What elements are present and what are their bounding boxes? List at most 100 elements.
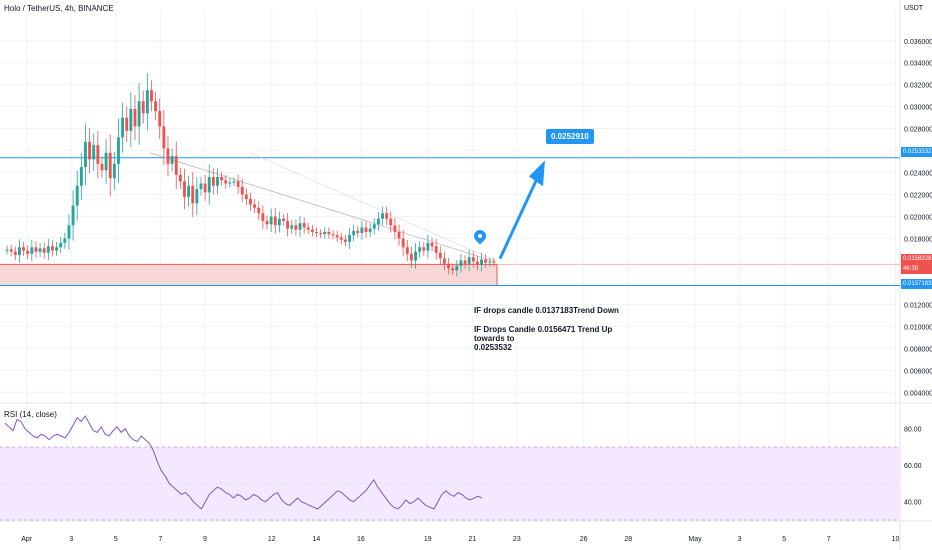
candle-body <box>220 176 224 181</box>
candle-body <box>13 251 17 255</box>
candle-body <box>282 218 285 221</box>
candle-body <box>302 223 306 228</box>
candle-body <box>104 152 108 171</box>
candle-body <box>150 90 153 102</box>
candle-body <box>381 213 384 219</box>
candle-body <box>170 156 174 164</box>
time-tick-label: 3 <box>69 536 73 543</box>
candle-body <box>75 185 79 206</box>
candle-body <box>55 247 59 251</box>
candle-body <box>22 247 26 251</box>
rsi-title: RSI (14, close) <box>4 410 57 419</box>
target-callout: 0.0252910 <box>546 129 594 144</box>
candle-body <box>9 249 13 252</box>
time-tick-label: 16 <box>357 536 365 543</box>
time-tick-label: 19 <box>424 536 432 543</box>
candle-body <box>368 228 372 232</box>
candle-body <box>414 251 417 261</box>
forecast-arrow-head <box>529 160 545 187</box>
annotation-down: IF drops candle 0.0137183Trend Down <box>474 306 619 315</box>
candle-body <box>471 257 475 262</box>
candle-body <box>253 204 257 208</box>
candle-body <box>96 145 100 164</box>
candle-body <box>389 218 393 226</box>
candle-body <box>463 260 467 264</box>
candle-body <box>236 181 240 187</box>
rsi-tick-label: 60.00 <box>904 463 922 470</box>
candle-body <box>158 111 162 127</box>
candle-body <box>451 268 455 271</box>
candle-body <box>195 189 199 204</box>
candle-body <box>409 253 413 261</box>
candle-body <box>240 186 244 195</box>
trendline <box>149 152 496 262</box>
trendline-2 <box>249 152 496 261</box>
candle-body <box>298 223 302 230</box>
time-tick-label: Apr <box>21 536 33 543</box>
rsi-tick-label: 40.00 <box>904 500 922 507</box>
candle-body <box>257 207 261 214</box>
candle-body <box>269 216 273 225</box>
forecast-arrow-shaft <box>498 173 541 260</box>
support-zone <box>0 264 497 286</box>
time-tick-label: 21 <box>468 536 476 543</box>
countdown-tag: 46:39 <box>901 264 932 274</box>
candle-body <box>42 248 46 253</box>
candle-body <box>488 261 492 263</box>
time-tick-label: 26 <box>580 536 588 543</box>
annotation-up-2: towards to <box>474 334 515 343</box>
time-tick-label: 3 <box>738 536 742 543</box>
candle-body <box>376 218 380 225</box>
candle-body <box>71 205 75 226</box>
candle-body <box>261 213 265 221</box>
candle-body <box>187 185 191 197</box>
candle-body <box>92 145 96 160</box>
candle-body <box>290 225 294 229</box>
candle-body <box>265 220 269 225</box>
candle-body <box>199 183 203 190</box>
chart-header: Holo / TetherUS, 4h, BINANCE <box>4 4 114 13</box>
candle-body <box>385 213 389 219</box>
candle-body <box>129 108 133 131</box>
candle-body <box>30 247 34 254</box>
candle-body <box>277 218 281 226</box>
rsi-tick-label: 80.00 <box>904 427 922 434</box>
candle-body <box>339 237 343 240</box>
candle-body <box>315 231 318 234</box>
candle-body <box>228 182 232 184</box>
candle-body <box>286 220 290 229</box>
candle-body <box>364 227 368 232</box>
candle-body <box>34 247 38 252</box>
price-tick-label: 0.0040000 <box>904 390 932 397</box>
current-price-tag: 0.0158328 <box>901 254 932 264</box>
candle-body <box>306 227 310 230</box>
candle-body <box>154 101 158 112</box>
candle-body <box>38 248 42 252</box>
time-tick-label: 5 <box>114 536 118 543</box>
candle-body <box>430 242 434 247</box>
candle-body <box>79 167 83 186</box>
time-tick-label: 14 <box>312 536 320 543</box>
candle-body <box>84 141 87 168</box>
time-tick-label: 9 <box>203 536 207 543</box>
price-unit: USDT <box>904 5 924 12</box>
time-tick-label: 5 <box>782 536 786 543</box>
candle-body <box>51 246 54 251</box>
candle-body <box>484 259 488 263</box>
candle-body <box>273 216 277 226</box>
candle-body <box>166 148 170 164</box>
candle-body <box>162 126 166 149</box>
candle-body <box>59 242 63 248</box>
candle-body <box>178 174 182 182</box>
candle-body <box>141 101 145 114</box>
